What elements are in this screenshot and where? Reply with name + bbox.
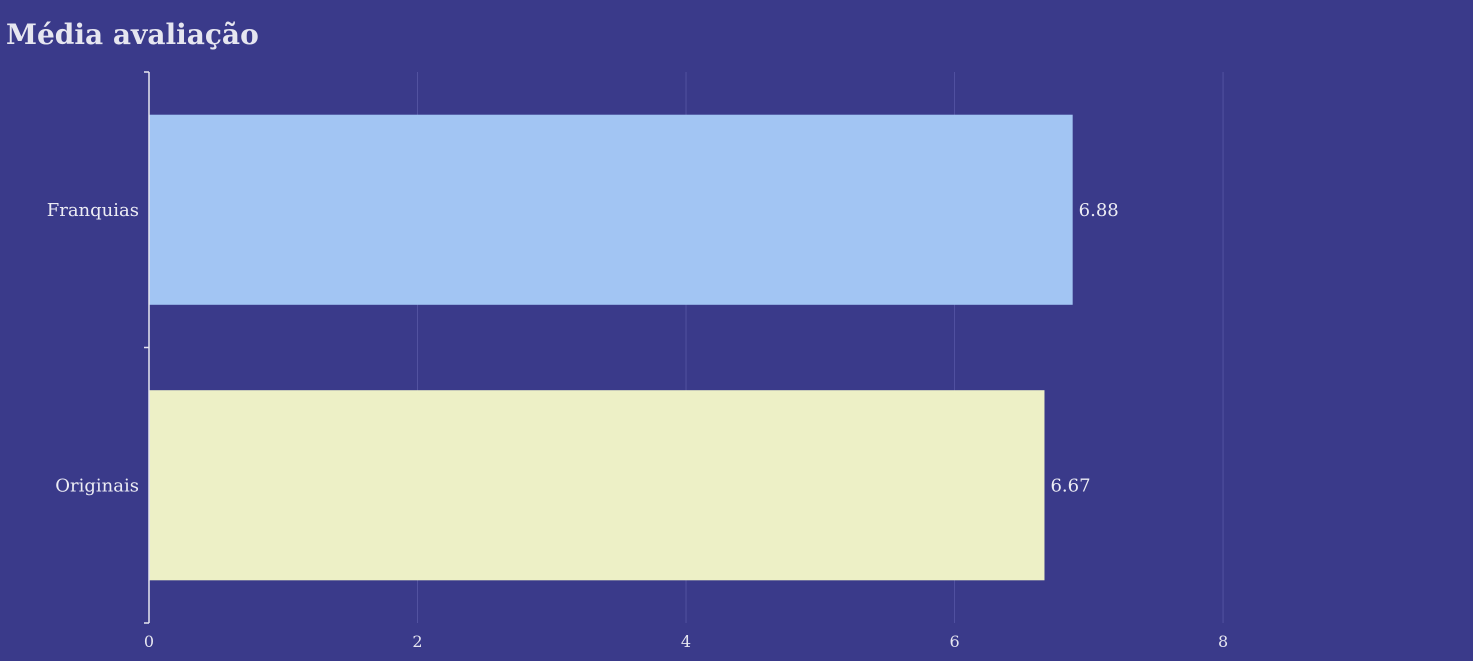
category-label: Franquias <box>47 200 139 221</box>
bars <box>149 114 1073 581</box>
data-label: 6.88 <box>1079 200 1119 221</box>
x-tick-label: 6 <box>949 632 959 651</box>
axes <box>144 71 150 624</box>
x-tick-label: 0 <box>144 632 154 651</box>
labels: 0 2 4 6 8 Franquias 6.88 Originais 6.67 <box>47 200 1228 651</box>
bar-originais[interactable] <box>149 390 1045 581</box>
data-label: 6.67 <box>1050 475 1090 496</box>
x-tick-label: 2 <box>412 632 422 651</box>
category-label: Originais <box>55 475 139 496</box>
bar-franquias[interactable] <box>149 114 1073 305</box>
x-tick-label: 8 <box>1218 632 1228 651</box>
chart-title: Média avaliação <box>6 18 259 51</box>
x-tick-label: 4 <box>681 632 691 651</box>
